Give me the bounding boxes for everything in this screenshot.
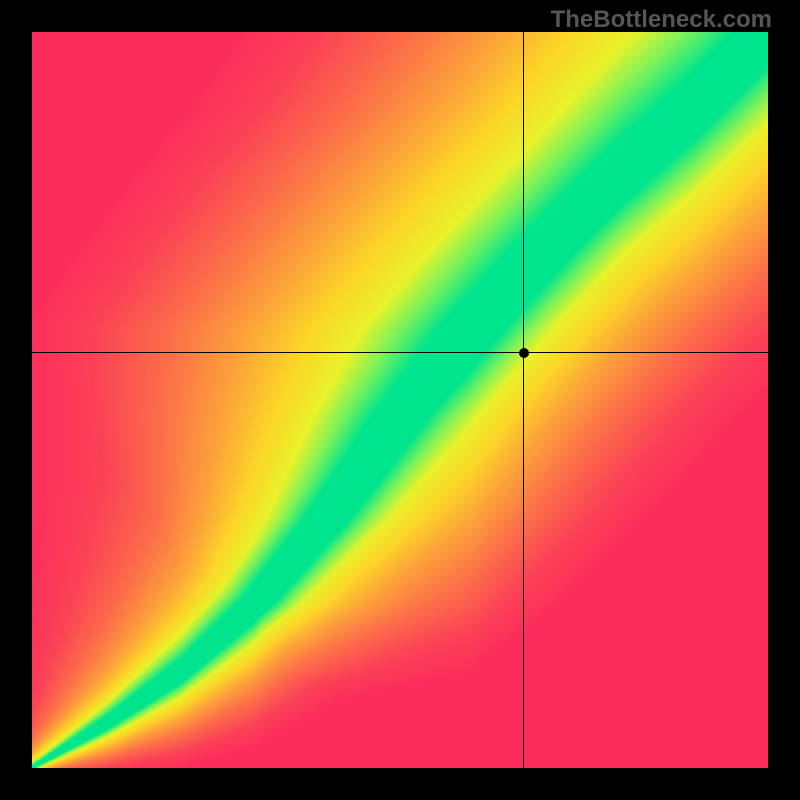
watermark-text: TheBottleneck.com bbox=[551, 6, 772, 34]
crosshair-vertical-line bbox=[523, 32, 524, 768]
bottleneck-chart-frame: { "watermark": { "text": "TheBottleneck.… bbox=[0, 0, 800, 800]
crosshair-marker-dot bbox=[519, 348, 529, 358]
crosshair-horizontal-line bbox=[32, 352, 768, 353]
bottleneck-heatmap bbox=[32, 32, 768, 768]
